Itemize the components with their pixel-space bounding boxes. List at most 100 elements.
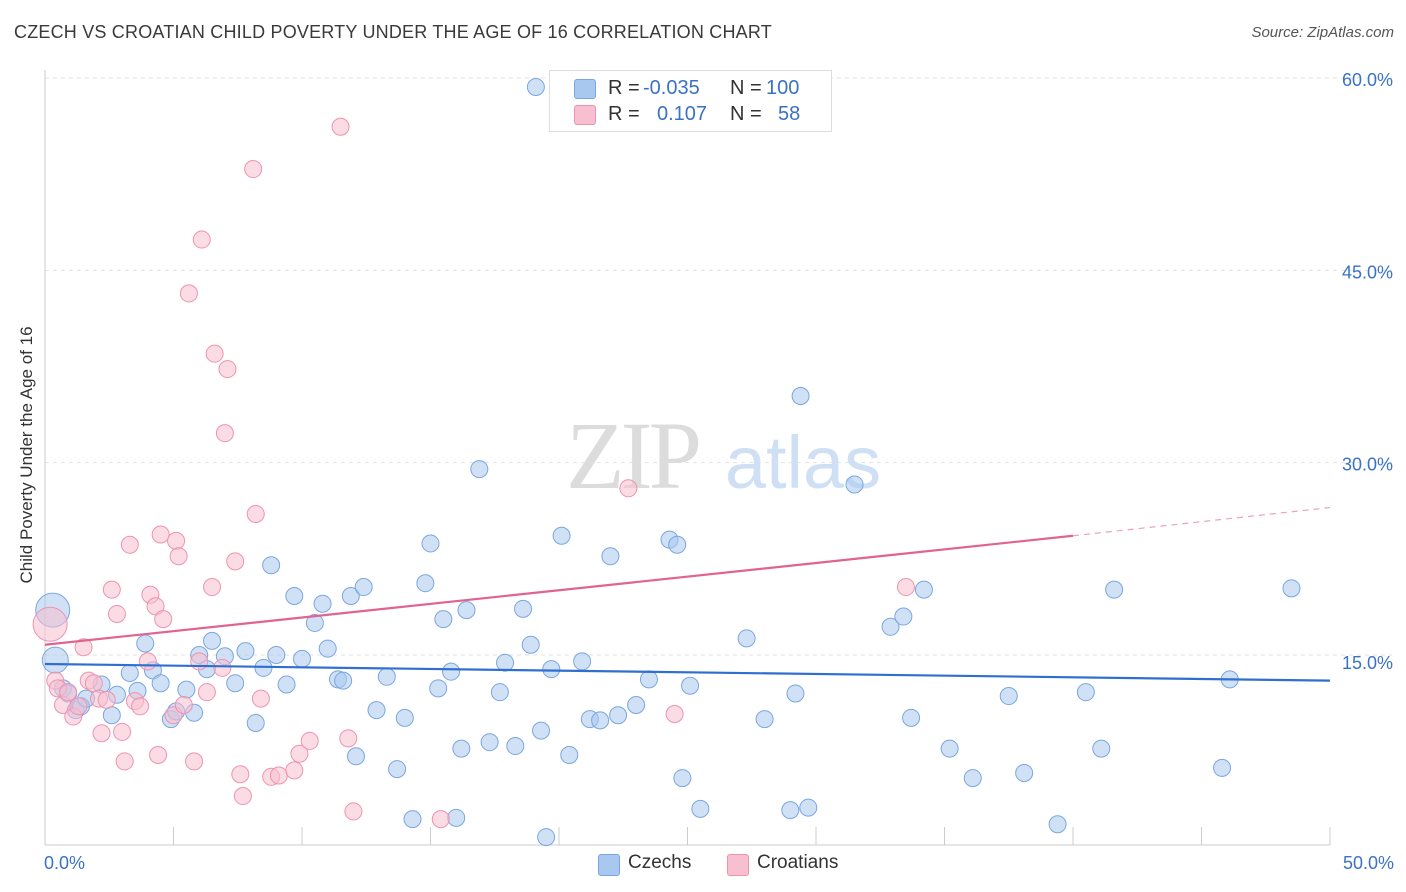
data-point <box>346 747 365 766</box>
data-point <box>457 601 476 620</box>
axes <box>44 70 1331 846</box>
data-point <box>601 547 620 566</box>
y-tick-label: 15.0% <box>1342 653 1393 673</box>
data-point <box>231 765 250 784</box>
data-point <box>244 160 263 179</box>
data-point <box>41 646 69 674</box>
data-point <box>1048 815 1067 834</box>
data-point <box>781 801 800 820</box>
data-point <box>1282 579 1301 598</box>
data-point <box>269 766 288 785</box>
data-point <box>902 708 921 727</box>
stats-box: R = -0.035 N = 100 R = 0.107 N = 58 <box>549 70 832 132</box>
series-czechs <box>35 77 1301 847</box>
data-point <box>627 696 646 715</box>
data-point <box>799 798 818 817</box>
data-point <box>107 604 126 623</box>
data-point <box>673 769 692 788</box>
n-label: N = <box>730 103 762 125</box>
data-point <box>102 580 121 599</box>
data-point <box>591 711 610 730</box>
data-point <box>215 424 234 443</box>
data-point <box>560 746 579 765</box>
data-point <box>213 658 232 677</box>
data-point <box>1092 739 1111 758</box>
data-point <box>480 733 499 752</box>
data-point <box>1015 763 1034 782</box>
data-point <box>668 535 687 554</box>
data-point <box>151 674 170 693</box>
data-point <box>395 708 414 727</box>
data-point <box>102 706 121 725</box>
data-point <box>32 606 68 642</box>
source-label: Source: ZipAtlas.com <box>1251 24 1394 41</box>
data-point <box>277 675 296 694</box>
data-point <box>786 684 805 703</box>
data-point <box>190 652 209 671</box>
data-point <box>367 701 386 720</box>
data-point <box>490 683 509 702</box>
data-point <box>691 799 710 818</box>
data-point <box>914 580 933 599</box>
data-point <box>267 646 286 664</box>
data-point <box>341 587 360 606</box>
y-tick-label: 30.0% <box>1342 455 1393 475</box>
data-point <box>552 526 571 545</box>
data-point <box>226 674 245 693</box>
data-point <box>313 594 332 613</box>
data-point <box>131 697 150 716</box>
data-point <box>521 635 540 654</box>
data-point <box>318 639 337 658</box>
legend-swatch-czechs <box>598 854 620 876</box>
data-point <box>115 752 134 771</box>
data-point <box>963 769 982 788</box>
data-point <box>246 713 265 732</box>
data-point <box>537 828 556 847</box>
data-point <box>120 663 139 682</box>
data-point <box>442 662 461 681</box>
data-point <box>496 653 515 672</box>
trendline-extension <box>1072 506 1331 537</box>
data-point <box>149 746 168 765</box>
data-point <box>665 704 684 723</box>
data-point <box>339 729 358 748</box>
data-point <box>185 752 204 771</box>
data-point <box>293 649 311 668</box>
legend-label-czechs: Czechs <box>628 852 692 873</box>
r-value: -0.035 <box>643 77 700 99</box>
n-value: 58 <box>778 103 801 125</box>
data-point <box>226 552 245 571</box>
data-point <box>1076 683 1095 702</box>
data-point <box>940 739 959 758</box>
data-point <box>896 578 915 597</box>
data-point <box>174 696 193 715</box>
data-point <box>246 504 265 523</box>
chart-title: CZECH VS CROATIAN CHILD POVERTY UNDER TH… <box>14 22 772 42</box>
data-point <box>755 710 774 729</box>
data-point <box>791 386 810 405</box>
data-point <box>192 230 211 249</box>
data-point <box>434 610 453 629</box>
data-point <box>177 680 196 699</box>
data-point <box>334 671 353 690</box>
n-label: N = <box>730 77 762 99</box>
data-point <box>233 787 252 806</box>
data-point <box>344 802 363 821</box>
data-point <box>881 617 900 636</box>
stats-swatch-czechs <box>574 79 596 99</box>
data-point <box>999 687 1018 706</box>
trendlines <box>44 506 1331 682</box>
data-point <box>197 683 216 702</box>
y-tick-labels: 15.0% 30.0% 45.0% 60.0% <box>1342 70 1393 673</box>
y-tick-label: 60.0% <box>1342 70 1393 90</box>
data-point <box>619 479 638 498</box>
data-point <box>737 629 756 648</box>
data-point <box>1105 580 1124 599</box>
y-tick-label: 45.0% <box>1342 262 1393 282</box>
data-point <box>300 731 319 750</box>
r-label: R = <box>608 77 640 99</box>
series-croatians <box>32 117 915 829</box>
data-point <box>97 690 116 709</box>
data-point <box>290 744 309 763</box>
